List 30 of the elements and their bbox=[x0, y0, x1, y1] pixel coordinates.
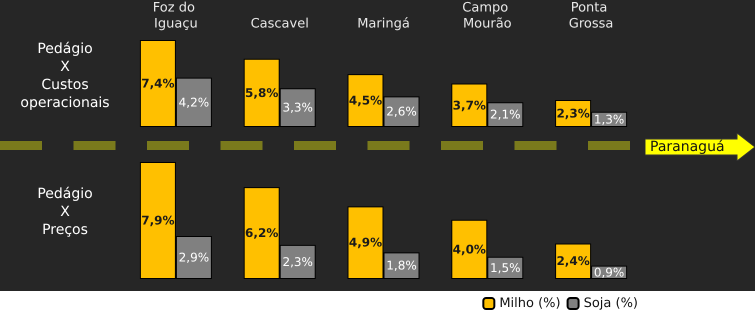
data-label: 4,9% bbox=[348, 236, 382, 250]
x-tick-label: Cascavel bbox=[250, 16, 309, 32]
data-label: 2,3% bbox=[556, 106, 590, 120]
x-tick-label: Foz do Iguaçu bbox=[152, 0, 200, 32]
data-label: 4,5% bbox=[348, 94, 382, 108]
x-tick-label: Campo Mourão bbox=[462, 0, 512, 32]
data-label: 4,0% bbox=[452, 242, 486, 256]
data-label: 6,2% bbox=[245, 226, 278, 240]
data-label: 2,6% bbox=[386, 104, 417, 119]
data-label: 2,4% bbox=[556, 254, 590, 268]
data-label: 7,9% bbox=[141, 214, 175, 228]
data-label: 2,1% bbox=[490, 108, 521, 122]
data-label: 4,2% bbox=[178, 95, 210, 110]
x-tick-label: Maringá bbox=[357, 16, 410, 32]
x-tick-label: Ponta Grossa bbox=[568, 0, 614, 32]
legend-label: Soja (%) bbox=[584, 296, 638, 311]
y-axis-title: Pedágio X Custos operacionais bbox=[20, 41, 110, 111]
data-label: 2,9% bbox=[178, 250, 210, 265]
text: Paranaguá bbox=[650, 138, 725, 156]
y-axis-title: Pedágio X Preços bbox=[37, 186, 93, 238]
data-label: 1,5% bbox=[490, 260, 521, 275]
data-label: 7,4% bbox=[141, 76, 175, 90]
data-label: 1,3% bbox=[594, 112, 624, 126]
data-label: 3,7% bbox=[452, 98, 486, 112]
data-label: 1,8% bbox=[386, 258, 417, 273]
data-label: 2,3% bbox=[282, 254, 313, 269]
data-label: 5,8% bbox=[245, 86, 278, 100]
data-label: 3,3% bbox=[282, 100, 313, 115]
legend-label: Milho (%) bbox=[499, 296, 561, 311]
data-label: 0,9% bbox=[594, 265, 624, 280]
